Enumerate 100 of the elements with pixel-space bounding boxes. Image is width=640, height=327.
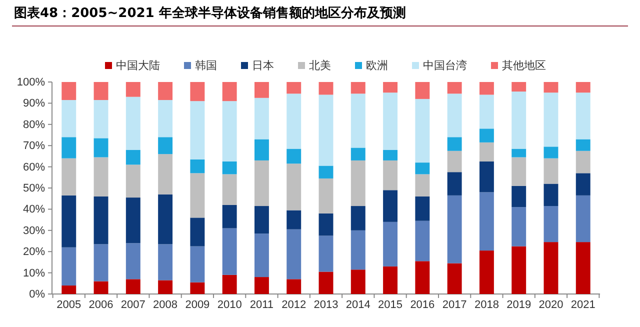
legend-label: 其他地区	[502, 59, 546, 72]
bar	[62, 158, 76, 196]
bar	[158, 194, 173, 244]
bar	[383, 150, 398, 160]
bar	[190, 246, 205, 282]
bar	[222, 274, 237, 294]
bar	[479, 142, 494, 162]
bar	[94, 281, 108, 294]
bar	[318, 213, 334, 236]
bar	[254, 139, 269, 160]
chart-title: 图表48：2005~2021 年全球半导体设备销售额的地区分布及预测	[14, 5, 406, 21]
x-tick-label: 2021	[570, 299, 596, 311]
bar	[190, 101, 205, 160]
x-tick-label: 2011	[250, 299, 274, 311]
bar	[512, 148, 526, 158]
bar	[447, 172, 462, 196]
bar	[126, 96, 140, 150]
bar	[62, 247, 76, 286]
bar	[318, 236, 334, 272]
x-tick-label: 2007	[120, 299, 146, 311]
bar	[576, 82, 590, 93]
x-tick-label: 2006	[88, 299, 114, 311]
bar	[286, 164, 302, 210]
bar	[254, 82, 269, 98]
x-tick-label: 2016	[410, 299, 435, 311]
bar	[383, 160, 398, 190]
y-tick-label: 50%	[22, 182, 46, 195]
bar	[254, 98, 269, 140]
bar	[126, 198, 140, 244]
bar	[415, 98, 430, 163]
bar	[94, 196, 108, 244]
bar	[286, 229, 302, 280]
bar	[415, 82, 430, 99]
bar	[576, 242, 590, 294]
bar	[158, 137, 173, 154]
bar	[576, 195, 590, 242]
x-tick-label: 2015	[378, 299, 403, 311]
bar	[415, 196, 430, 221]
bar	[447, 137, 462, 151]
bar	[222, 174, 237, 205]
bar	[544, 92, 558, 147]
y-tick-label: 100%	[16, 76, 46, 89]
x-tick-label: 2012	[282, 299, 306, 311]
bar	[350, 206, 366, 230]
x-tick-label: 2019	[506, 299, 532, 311]
bar	[415, 162, 430, 174]
bar	[350, 270, 366, 294]
y-tick-label: 60%	[22, 161, 46, 174]
bar	[544, 146, 558, 158]
bar	[286, 82, 302, 94]
legend-label: 中国台湾	[423, 59, 467, 72]
bar	[383, 190, 398, 222]
bar	[286, 148, 302, 164]
bar	[94, 82, 108, 100]
bar	[576, 173, 590, 196]
bar	[158, 154, 173, 194]
bar	[479, 82, 494, 95]
bar	[350, 148, 366, 160]
x-tick-label: 2013	[314, 299, 338, 311]
bar	[383, 92, 398, 150]
bar	[126, 243, 140, 280]
bar	[62, 137, 76, 158]
bar	[318, 178, 334, 214]
y-tick-label: 30%	[22, 224, 46, 237]
bar	[479, 94, 494, 129]
bar	[447, 94, 462, 138]
bar	[126, 82, 140, 97]
bar	[383, 266, 398, 294]
bar	[62, 100, 76, 138]
bar	[286, 94, 302, 149]
x-tick-label: 2014	[346, 299, 370, 311]
bar	[544, 242, 558, 294]
legend-label: 中国大陆	[116, 59, 160, 72]
bar	[190, 282, 205, 294]
x-tick-label: 2010	[217, 299, 242, 311]
bar	[479, 192, 494, 251]
bar	[94, 100, 108, 138]
bar	[286, 210, 302, 230]
y-tick-label: 80%	[22, 118, 46, 131]
bar	[544, 206, 558, 242]
bar	[94, 138, 108, 158]
bar	[415, 220, 430, 262]
legend-label: 北美	[309, 59, 331, 72]
x-tick-label: 2009	[185, 299, 210, 311]
bar	[222, 101, 237, 162]
legend-label: 欧洲	[366, 59, 388, 72]
y-tick-label: 10%	[22, 267, 46, 280]
bar	[222, 82, 237, 102]
bar	[544, 82, 558, 93]
bar	[512, 157, 526, 186]
bar	[222, 204, 237, 228]
bar	[447, 263, 462, 294]
bar	[383, 222, 398, 266]
y-tick-label: 70%	[22, 140, 46, 152]
y-tick-label: 40%	[22, 204, 46, 216]
bar	[286, 279, 302, 294]
y-tick-label: 90%	[22, 98, 46, 110]
bar	[126, 150, 140, 165]
bar	[254, 206, 269, 234]
bar	[62, 195, 76, 248]
